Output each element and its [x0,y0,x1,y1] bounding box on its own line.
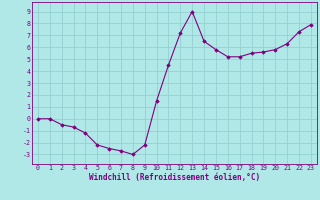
X-axis label: Windchill (Refroidissement éolien,°C): Windchill (Refroidissement éolien,°C) [89,173,260,182]
